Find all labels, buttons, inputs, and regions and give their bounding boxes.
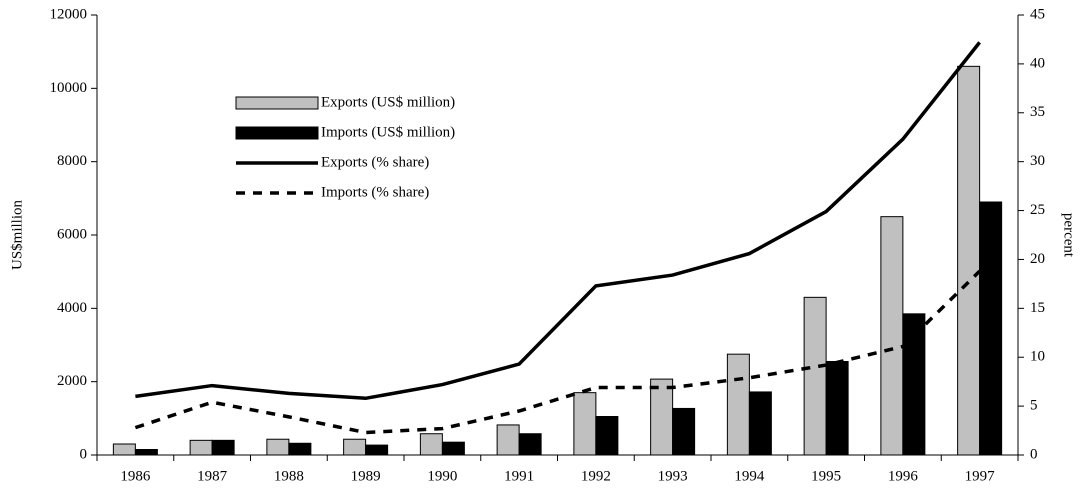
bar	[134, 449, 158, 456]
x-tick-label: 1988	[274, 468, 304, 484]
y-axis-label: US$million	[9, 199, 25, 270]
y2-tick-label: 20	[1030, 251, 1045, 267]
legend-swatch	[235, 96, 319, 110]
bar	[189, 439, 213, 456]
bar	[419, 433, 443, 456]
bar	[979, 201, 1003, 456]
x-tick-label: 1989	[351, 468, 381, 484]
bar	[902, 313, 926, 456]
bar	[803, 296, 827, 456]
y2-tick-label: 45	[1030, 6, 1045, 22]
y-tick-label: 12000	[50, 6, 88, 22]
y-tick-label: 2000	[57, 373, 87, 389]
bar	[650, 378, 674, 456]
bar	[880, 216, 904, 456]
bar	[211, 439, 235, 456]
y-tick-label: 6000	[57, 226, 87, 242]
bar	[957, 65, 981, 456]
y-tick-label: 0	[80, 446, 88, 462]
legend-swatch	[235, 126, 319, 140]
bar	[672, 407, 696, 456]
y2-tick-label: 10	[1030, 349, 1045, 365]
bar	[112, 443, 136, 456]
x-tick-label: 1997	[965, 468, 996, 484]
bar	[343, 438, 367, 456]
bar	[496, 424, 520, 456]
bar	[825, 361, 849, 456]
y2-tick-label: 35	[1030, 104, 1045, 120]
bar	[726, 353, 750, 456]
y2-tick-label: 5	[1030, 398, 1038, 414]
legend-label: Exports (% share)	[321, 154, 429, 170]
y-tick-label: 10000	[50, 80, 88, 96]
bar	[573, 392, 597, 456]
bar	[441, 441, 465, 456]
line	[134, 269, 981, 435]
bar	[288, 442, 312, 456]
x-tick-label: 1994	[734, 468, 765, 484]
x-tick-label: 1987	[197, 468, 228, 484]
legend-label: Imports (% share)	[321, 184, 429, 200]
bar	[595, 416, 619, 456]
x-tick-label: 1993	[658, 468, 688, 484]
x-tick-label: 1991	[504, 468, 534, 484]
y2-axis-label: percent	[1061, 213, 1077, 258]
x-tick-label: 1992	[581, 468, 611, 484]
legend-label: Exports (US$ million)	[321, 94, 455, 110]
y2-tick-label: 30	[1030, 153, 1045, 169]
x-tick-label: 1986	[120, 468, 151, 484]
bar	[748, 391, 772, 456]
bar	[518, 433, 542, 456]
bar	[365, 444, 389, 456]
bar	[266, 438, 290, 456]
y2-tick-label: 40	[1030, 55, 1045, 71]
x-tick-label: 1995	[811, 468, 841, 484]
legend-label: Imports (US$ million)	[321, 124, 455, 140]
y2-tick-label: 25	[1030, 202, 1045, 218]
x-tick-label: 1990	[427, 468, 457, 484]
y-tick-label: 4000	[57, 300, 87, 316]
line	[135, 41, 981, 401]
y2-tick-label: 15	[1030, 300, 1045, 316]
y-tick-label: 8000	[57, 153, 87, 169]
y2-tick-label: 0	[1030, 446, 1038, 462]
x-tick-label: 1996	[888, 468, 919, 484]
